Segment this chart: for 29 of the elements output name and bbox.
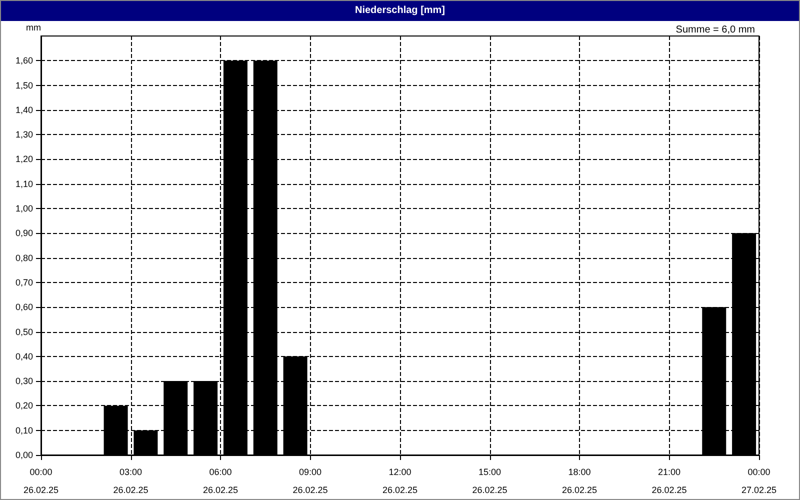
y-tick-label: 0,80 [15,252,33,263]
y-tick-label: 1,00 [15,204,33,214]
y-tick-label: 1,60 [15,56,33,66]
y-tick-label: 0,10 [15,425,33,436]
y-tick-label: 1,30 [15,130,33,140]
y-tick-label: 0,00 [15,450,33,460]
y-tick-label: 0,40 [15,351,33,362]
y-tick-label: 0,20 [15,400,33,411]
y-tick-label: 1,40 [15,104,33,115]
y-tick-label: 1,20 [15,154,33,164]
y-tick-label: 0,30 [15,376,33,386]
y-tick-label: 0,70 [15,277,33,288]
x-tick-label: 18:00 26.02.25 [562,467,598,495]
x-tick-label: 09:00 26.02.25 [292,467,328,495]
y-tick-label: 0,50 [15,326,33,337]
x-tick-label: 00:00 26.02.25 [23,467,59,495]
x-tick-label: 00:00 27.02.25 [741,467,777,495]
y-tick-label: 0,90 [15,228,33,238]
x-tick-label: 15:00 26.02.25 [472,467,508,495]
y-tick-label: 1,10 [15,178,33,189]
x-tick-label: 06:00 26.02.25 [202,467,238,495]
chart-title: Niederschlag [mm] [1,1,799,21]
y-tick-label: 1,50 [15,80,33,90]
x-tick-label: 12:00 26.02.25 [382,467,418,495]
y-tick-label: 0,60 [15,302,33,312]
text: Summe = 6,0 mm [676,24,756,36]
x-tick-label: 03:00 26.02.25 [113,467,148,495]
x-tick-label: 21:00 26.02.25 [652,467,687,495]
y-axis-title: mm [26,22,41,32]
